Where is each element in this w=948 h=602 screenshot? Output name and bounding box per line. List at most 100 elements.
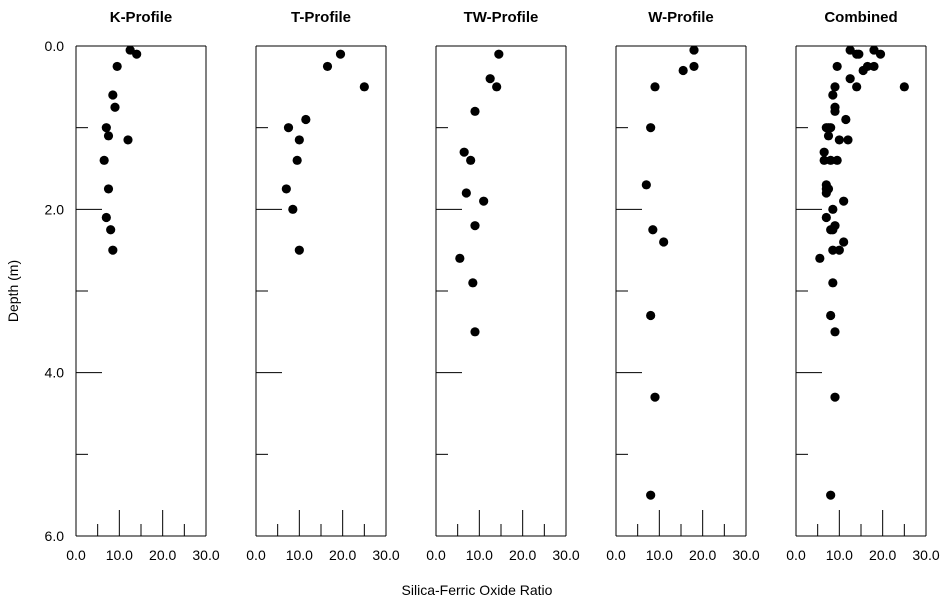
data-point <box>852 82 862 92</box>
data-point <box>828 90 838 100</box>
panel-title: Combined <box>824 9 897 26</box>
x-tick-label: 20.0 <box>869 547 896 563</box>
data-point <box>103 184 114 194</box>
data-point <box>826 155 836 165</box>
x-tick-label: 20.0 <box>329 547 356 563</box>
data-point <box>108 90 118 100</box>
data-point <box>858 65 868 76</box>
data-point <box>845 74 855 84</box>
data-point <box>646 123 656 133</box>
panel-title: TW-Profile <box>464 9 539 26</box>
x-tick-label: 0.0 <box>246 547 266 563</box>
x-tick-label: 30.0 <box>552 547 579 563</box>
panel-3: W-Profile 0.0 10.0 20.0 30.0 <box>606 9 760 563</box>
x-tick-label: 10.0 <box>466 547 493 563</box>
x-tick-label: 20.0 <box>509 547 536 563</box>
x-tick-label: 30.0 <box>732 547 759 563</box>
data-point <box>869 45 879 55</box>
data-point <box>650 82 660 92</box>
data-point <box>841 114 851 125</box>
data-point <box>819 155 829 165</box>
data-point <box>854 49 864 59</box>
data-point <box>689 45 699 55</box>
panel-1: T-Profile 0.0 10.0 20.0 30.0 <box>246 9 400 563</box>
panel-title: T-Profile <box>291 9 351 26</box>
data-point <box>112 61 122 72</box>
data-point <box>834 245 844 255</box>
data-point <box>494 49 504 59</box>
data-point <box>101 123 111 133</box>
data-point <box>899 82 909 92</box>
data-point <box>819 147 829 157</box>
data-point <box>485 74 495 84</box>
x-tick-label: 20.0 <box>149 547 176 563</box>
data-point <box>470 327 480 337</box>
x-tick-label: 10.0 <box>646 547 673 563</box>
data-point <box>459 147 469 157</box>
data-point <box>830 327 840 337</box>
panel-0: K-Profile 0.0 10.0 20.0 30.0 0.0 2.0 4.0 6.0 <box>45 9 220 563</box>
data-point <box>828 245 838 255</box>
data-point <box>646 310 656 321</box>
panel-2: TW-Profile 0.0 10.0 20.0 30.0 <box>426 9 580 563</box>
data-point <box>828 204 838 214</box>
data-point <box>821 188 831 198</box>
data-point <box>492 82 502 92</box>
x-tick-label: 30.0 <box>192 547 219 563</box>
panel-title: W-Profile <box>648 9 714 26</box>
x-tick-label: 10.0 <box>106 547 133 563</box>
x-tick-label: 30.0 <box>912 547 939 563</box>
data-point <box>843 135 853 145</box>
data-point <box>466 155 476 165</box>
data-point <box>468 278 478 288</box>
data-point <box>103 131 114 141</box>
data-point <box>132 49 142 59</box>
data-point <box>830 106 840 116</box>
data-point <box>826 490 836 500</box>
data-point <box>292 155 302 165</box>
x-tick-label: 0.0 <box>606 547 626 563</box>
data-point <box>455 253 465 263</box>
data-point <box>834 135 844 145</box>
data-point <box>641 180 651 190</box>
panel-4: Combined 0.0 10.0 20.0 30.0 <box>786 9 940 563</box>
x-axis-label: Silica-Ferric Oxide Ratio <box>402 582 553 598</box>
data-point <box>839 196 849 206</box>
data-point <box>123 135 133 145</box>
data-point <box>294 135 304 145</box>
x-tick-label: 0.0 <box>66 547 86 563</box>
y-tick-label: 2.0 <box>45 201 65 217</box>
y-tick-label: 0.0 <box>45 38 65 54</box>
data-point <box>815 253 825 263</box>
data-point <box>826 310 836 321</box>
data-point <box>821 180 831 190</box>
data-point <box>828 225 838 235</box>
x-tick-label: 20.0 <box>689 547 716 563</box>
y-tick-label: 6.0 <box>45 528 65 544</box>
data-point <box>108 245 118 255</box>
data-point <box>101 212 111 223</box>
data-point <box>830 82 840 92</box>
data-point <box>832 61 842 72</box>
data-point <box>678 65 688 76</box>
data-point <box>646 490 656 500</box>
y-tick-label: 4.0 <box>45 365 65 381</box>
data-point <box>359 82 369 92</box>
x-tick-label: 10.0 <box>826 547 853 563</box>
x-tick-label: 0.0 <box>426 547 446 563</box>
x-tick-label: 10.0 <box>286 547 313 563</box>
panels: K-Profile 0.0 10.0 20.0 30.0 0.0 2.0 4.0 6.0 T-Pr… <box>45 9 940 563</box>
data-point <box>99 155 109 165</box>
data-point <box>821 212 831 223</box>
data-point <box>689 61 699 72</box>
panel-title: K-Profile <box>110 9 173 26</box>
data-point <box>826 123 836 133</box>
y-axis-label: Depth (m) <box>5 260 21 322</box>
data-point <box>281 184 291 194</box>
data-point <box>110 102 120 112</box>
data-point <box>335 49 346 59</box>
data-point <box>648 225 658 235</box>
data-point <box>470 221 480 231</box>
data-point <box>650 392 660 402</box>
